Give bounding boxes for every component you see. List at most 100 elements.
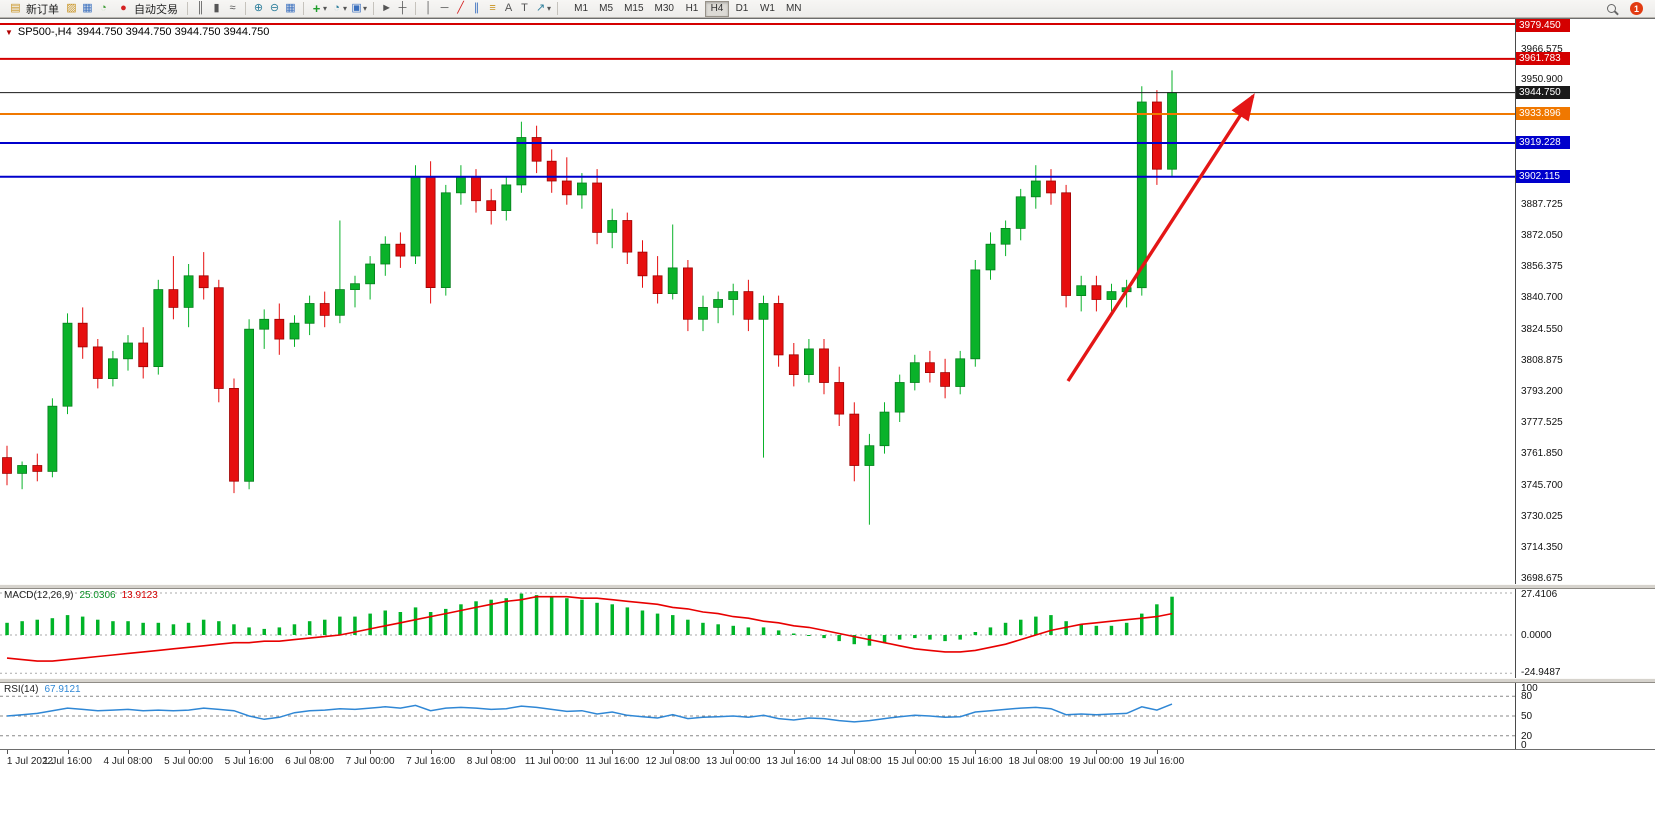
cursor-icon[interactable]: ► (381, 2, 392, 14)
timeframe-button-MN[interactable]: MN (781, 1, 807, 17)
time-axis-tick (309, 750, 311, 754)
time-axis-tick (854, 750, 856, 754)
time-axis-tick (491, 750, 493, 754)
rsi-axis: 100 80 50 20 0 (1515, 683, 1655, 751)
candlestick-chart[interactable] (0, 19, 1515, 584)
price-axis-label: 3714.350 (1521, 541, 1563, 553)
zoom-out-icon[interactable]: ⊖ (269, 2, 280, 14)
new-order-button[interactable]: ▤ 新订单 (4, 1, 63, 17)
timeframe-button-H4[interactable]: H4 (704, 0, 729, 17)
text-tool-icon[interactable]: A (504, 2, 513, 14)
timeframe-button-W1[interactable]: W1 (755, 1, 780, 17)
macd-panel: MACD(12,26,9) 25.0306 13.9123 27.4106 0.0… (0, 589, 1655, 678)
tile-windows-icon[interactable]: ▦ (285, 2, 296, 14)
price-line-badge: 3944.750 (1516, 85, 1570, 99)
templates-caret-icon[interactable]: ▾ (363, 4, 368, 13)
auto-trading-button[interactable]: ● 自动交易 (112, 1, 182, 17)
time-axis-tick (249, 750, 251, 754)
time-axis-label: 15 Jul 16:00 (948, 756, 1003, 767)
toolbar-separator (557, 2, 559, 15)
toolbar-right-group: 1 (1607, 2, 1651, 15)
candlestick-chart-icon[interactable]: ▮ (213, 2, 220, 14)
channel-tool-icon[interactable]: ∥ (473, 2, 480, 14)
time-axis-label: 18 Jul 08:00 (1008, 756, 1064, 767)
price-line-badge: 3919.228 (1516, 136, 1570, 149)
time-axis-tick (914, 750, 916, 754)
rsi-panel: RSI(14) 67.9121 100 80 50 20 0 (0, 683, 1655, 751)
rsi-plot[interactable]: RSI(14) 67.9121 (0, 683, 1515, 749)
price-axis-label: 3887.725 (1521, 199, 1563, 211)
time-axis-label: 1 Jul 16:00 (43, 756, 92, 767)
profiles-icon[interactable]: ▦ (82, 2, 93, 14)
price-line-badge: 3902.115 (1516, 169, 1570, 183)
vertical-line-tool-icon[interactable]: │ (425, 2, 432, 14)
macd-plot[interactable]: MACD(12,26,9) 25.0306 13.9123 (0, 589, 1515, 678)
rsi-value: 67.9121 (44, 684, 81, 695)
timeframe-button-M1[interactable]: M1 (569, 1, 593, 17)
price-axis-label: 3950.900 (1521, 74, 1563, 86)
time-axis-tick (128, 750, 129, 754)
rsi-axis-label: 20 (1521, 730, 1533, 742)
periods-caret-icon[interactable]: ▾ (343, 4, 348, 13)
price-axis-label: 3793.200 (1521, 386, 1563, 397)
time-axis-tick (612, 750, 614, 754)
timeframe-button-M30[interactable]: M30 (650, 1, 679, 17)
price-axis-label: 3745.700 (1521, 479, 1563, 491)
main-toolbar: ▤ 新订单 ▨ ▦ ◔ ● 自动交易 ║ ▮ ≈ ⊕ ⊖ ▦ + ▾ ◔ ▾ ▣… (0, 0, 1655, 18)
line-chart-icon[interactable]: ≈ (229, 2, 236, 14)
timeframe-button-H1[interactable]: H1 (680, 1, 704, 17)
shapes-caret-icon[interactable]: ▾ (547, 4, 552, 13)
label-tool-icon[interactable]: T (521, 2, 528, 14)
toolbar-separator (245, 2, 246, 15)
shapes-tool-icon[interactable]: ↗ (535, 2, 546, 14)
price-axis-label: 3840.700 (1521, 292, 1563, 304)
panel-divider[interactable] (0, 678, 1655, 683)
chart-symbol-label: SP500-,H4 (17, 26, 72, 38)
time-axis-label: 11 Jul 16:00 (585, 756, 640, 767)
rsi-chart[interactable] (0, 683, 1515, 749)
macd-chart[interactable] (0, 589, 1515, 678)
periods-icon[interactable]: ◔ (333, 2, 340, 14)
time-axis-tick (1096, 750, 1098, 754)
templates-icon[interactable]: ▣ (351, 2, 362, 14)
bar-chart-icon[interactable]: ║ (196, 2, 205, 14)
price-axis-label: 3761.850 (1521, 447, 1563, 459)
symbol-marker-icon[interactable]: ▼ (5, 27, 13, 37)
timeframe-button-D1[interactable]: D1 (730, 1, 754, 17)
toolbar-separator (187, 2, 188, 15)
horizontal-line-tool-icon[interactable]: ─ (440, 2, 449, 14)
time-axis-tick (975, 750, 977, 754)
time-axis-label: 19 Jul 16:00 (1129, 756, 1185, 767)
fibonacci-tool-icon[interactable]: ≡ (489, 2, 496, 14)
bottom-filler (0, 773, 1655, 815)
time-axis-tick (733, 750, 735, 754)
time-axis-tick (1156, 750, 1158, 754)
zoom-in-icon[interactable]: ⊕ (253, 2, 264, 14)
panel-divider[interactable] (0, 584, 1655, 589)
price-axis-label: 3966.575 (1521, 43, 1563, 55)
indicators-caret-icon[interactable]: ▾ (323, 4, 328, 13)
rsi-label: RSI(14) 67.9121 (4, 684, 81, 695)
time-axis-label: 4 Jul 08:00 (103, 756, 153, 767)
new-order-label: 新订单 (26, 3, 59, 16)
timeframe-button-M15[interactable]: M15 (619, 1, 648, 17)
search-icon[interactable] (1607, 4, 1616, 13)
new-order-icon: ▤ (10, 2, 21, 14)
crosshair-icon[interactable]: ┼ (398, 2, 407, 14)
price-chart-plot[interactable]: ▼ SP500-,H4 3944.750 3944.750 3944.750 3… (0, 19, 1515, 584)
refresh-icon[interactable]: ◔ (100, 2, 107, 14)
chart-shot-icon[interactable]: ▨ (66, 2, 77, 14)
time-axis-label: 6 Jul 08:00 (285, 756, 335, 767)
notification-badge[interactable]: 1 (1630, 2, 1643, 15)
indicators-add-icon[interactable]: + (312, 1, 321, 16)
time-axis-tick (370, 750, 372, 754)
time-axis-label: 15 Jul 00:00 (887, 756, 943, 767)
price-line-badge: 3961.783 (1516, 51, 1570, 65)
trendline-tool-icon[interactable]: ╱ (457, 2, 464, 14)
timeframe-button-M5[interactable]: M5 (594, 1, 618, 17)
time-axis-tick (67, 750, 69, 754)
macd-axis: 27.4106 0.0000 -24.9487 (1515, 589, 1655, 678)
time-axis-label: 5 Jul 00:00 (164, 756, 214, 767)
auto-trading-label: 自动交易 (134, 3, 178, 16)
